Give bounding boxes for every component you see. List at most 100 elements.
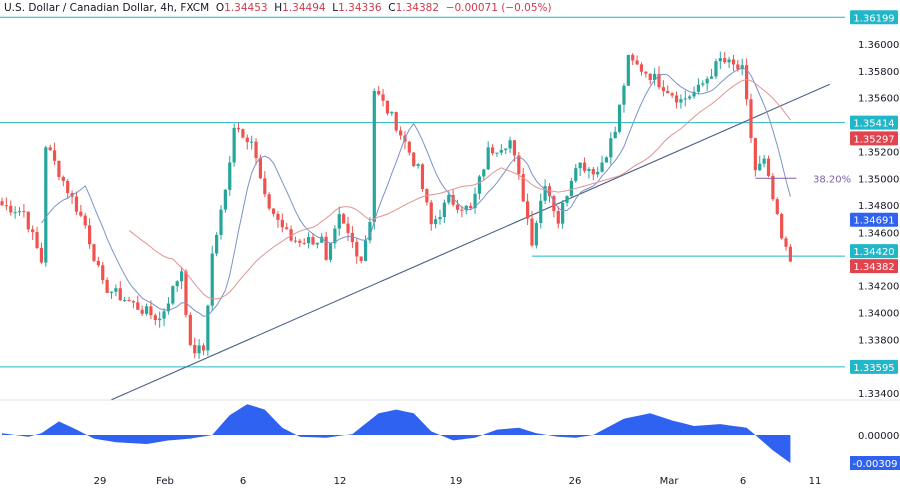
candle-body	[26, 211, 30, 230]
current-price-tag-bg	[850, 212, 898, 227]
candle-body	[293, 240, 298, 242]
candle-body	[508, 140, 512, 149]
open-value: 1.34453	[224, 2, 268, 14]
candle-body	[127, 300, 131, 302]
candle-body	[44, 147, 48, 263]
candle-body	[622, 85, 626, 105]
candle-body	[731, 59, 736, 65]
candle-body	[206, 305, 210, 351]
candle-body	[232, 127, 236, 163]
level-price-tag-bg	[850, 244, 898, 259]
price-tick-label: 1.35000	[858, 174, 899, 185]
candle-body	[96, 260, 100, 266]
candle-body	[144, 306, 149, 314]
candle-body	[438, 217, 442, 220]
candle-body	[188, 314, 192, 345]
candle-body	[175, 281, 179, 287]
candle-body	[52, 150, 57, 161]
price-tick-label: 1.35200	[858, 147, 899, 158]
high-value: 1.34494	[282, 2, 326, 14]
candle-body	[762, 158, 766, 164]
fib-level-label: 38.20%	[813, 174, 851, 185]
current-price-tag-bg	[850, 259, 898, 274]
candle-body	[276, 213, 280, 220]
candle-body	[258, 158, 263, 179]
candle-body	[350, 232, 354, 243]
candle-body	[162, 311, 166, 319]
candle-body	[17, 211, 22, 213]
candle-body	[473, 193, 477, 209]
candle-body	[556, 211, 560, 224]
price-tick-label: 1.35800	[858, 67, 899, 78]
candle-body	[775, 199, 779, 214]
candle-body	[105, 279, 109, 293]
oscillator-value-tag: -0.00309	[853, 459, 898, 470]
candle-body	[455, 204, 460, 210]
candle-body	[596, 171, 600, 175]
candle-body	[254, 141, 258, 159]
candle-body	[683, 98, 687, 100]
candle-body	[565, 196, 569, 203]
candle-body	[578, 162, 582, 169]
time-tick-label: 6	[240, 476, 246, 487]
price-tick-label: 1.34200	[858, 282, 899, 293]
candle-body	[0, 201, 4, 206]
candle-body	[674, 95, 679, 103]
candle-body	[210, 253, 214, 306]
candle-body	[39, 247, 44, 263]
candle-body	[587, 168, 591, 171]
candle-body	[219, 209, 223, 235]
candle-body	[539, 200, 543, 223]
candle-body	[657, 73, 661, 88]
candle-body	[486, 147, 490, 170]
candle-body	[315, 242, 319, 245]
candle-body	[666, 91, 670, 94]
candle-body	[714, 61, 718, 77]
candle-body	[337, 214, 341, 229]
candle-body	[48, 147, 52, 151]
candle-body	[745, 65, 749, 100]
time-tick-label: 11	[809, 476, 822, 487]
candle-body	[109, 291, 114, 293]
candle-body	[736, 64, 740, 70]
candle-body	[158, 318, 162, 321]
level-price-tag-bg	[850, 359, 898, 374]
time-tick-label: 6	[740, 476, 746, 487]
candle-body	[648, 73, 652, 80]
candle-body	[653, 73, 657, 80]
candle-body	[131, 301, 135, 303]
candle-body	[328, 243, 333, 260]
candle-body	[298, 240, 302, 243]
candle-body	[398, 130, 403, 136]
candle-body	[22, 211, 26, 213]
candle-body	[35, 232, 39, 248]
level-price-tag: 1.34420	[853, 247, 894, 258]
candle-body	[57, 160, 61, 177]
candle-body	[280, 219, 284, 228]
candle-body	[320, 236, 324, 243]
candle-body	[758, 163, 762, 171]
time-tick-label: Feb	[156, 476, 174, 487]
candle-body	[271, 208, 276, 214]
candle-body	[412, 152, 416, 167]
level-price-tag-bg	[850, 115, 898, 130]
price-tick-label: 1.36000	[858, 40, 899, 51]
candle-body	[311, 237, 315, 245]
candle-body	[626, 54, 630, 86]
candle-body	[749, 99, 753, 139]
price-tick-label: 1.35600	[858, 94, 899, 105]
price-tick-label: 1.34600	[858, 229, 899, 240]
candle-body	[447, 194, 451, 203]
candle-body	[644, 71, 648, 74]
candle-body	[101, 265, 105, 280]
change-value: −0.00071 (−0.05%)	[445, 2, 552, 14]
candle-body	[517, 155, 521, 175]
candle-body	[228, 162, 232, 190]
oscillator-area	[2, 404, 791, 463]
candle-body	[79, 211, 83, 216]
candle-body	[670, 93, 674, 96]
candle-body	[499, 150, 503, 153]
candle-body	[631, 54, 635, 61]
candle-body	[705, 78, 709, 84]
